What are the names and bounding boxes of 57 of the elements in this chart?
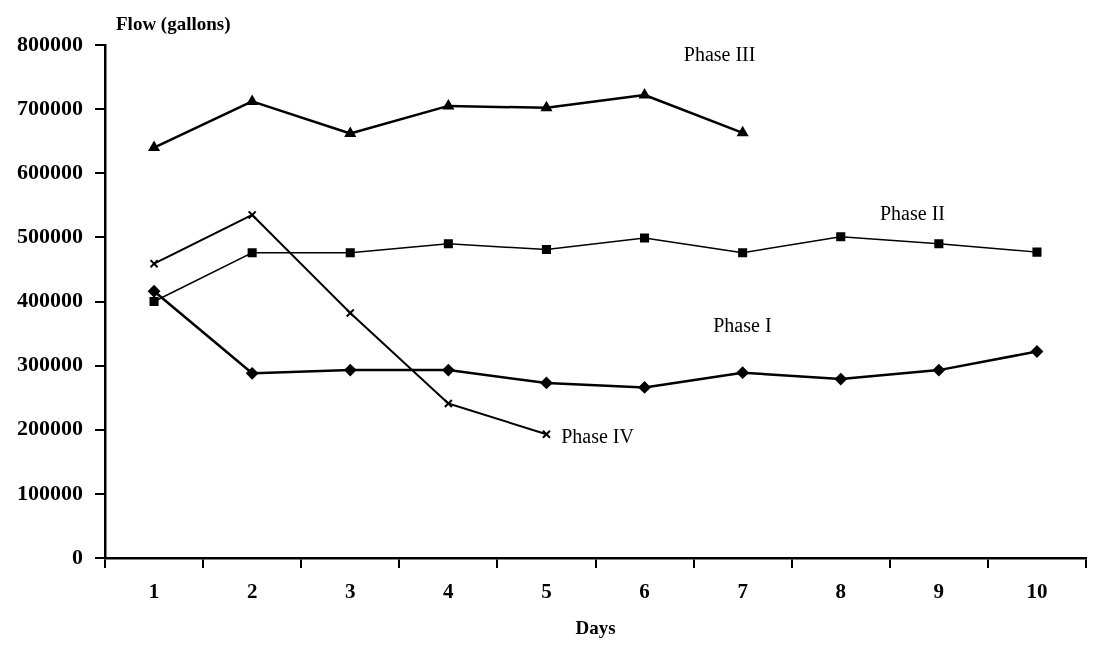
point [639, 89, 650, 99]
point [148, 141, 160, 152]
point [246, 367, 259, 380]
x-tick-label: 5 [541, 579, 552, 604]
point [247, 210, 257, 220]
point [149, 259, 159, 269]
point [737, 126, 748, 137]
series-label: Phase II [879, 201, 945, 224]
series-label: Phase I [713, 314, 772, 337]
point [148, 285, 161, 298]
x-tick-label: 1 [148, 579, 160, 604]
point [246, 95, 258, 105]
point [1030, 345, 1043, 358]
x-tick-label: 6 [639, 579, 650, 604]
point [443, 99, 454, 110]
x-tick-label: 4 [443, 579, 455, 604]
point [443, 239, 453, 249]
y-tick-label: 500000 [17, 223, 83, 249]
y-tick-label: 600000 [17, 158, 83, 184]
point [738, 248, 748, 258]
point [344, 364, 357, 377]
y-tick-label: 100000 [17, 479, 83, 505]
y-axis-title: Flow (gallons) [116, 13, 231, 35]
y-tick-label: 300000 [17, 351, 83, 377]
point [836, 232, 846, 242]
x-tick-label: 8 [835, 579, 846, 604]
point [149, 296, 159, 307]
y-tick-label: 200000 [17, 415, 83, 441]
text: Phase III [683, 42, 756, 65]
y-tick-label: 400000 [17, 287, 83, 313]
point [345, 308, 355, 318]
point [541, 429, 551, 439]
point [1032, 247, 1042, 257]
x-tick-label: 9 [933, 579, 945, 604]
point [541, 245, 551, 255]
x-axis-title: Days [575, 616, 616, 638]
x-tick-label: 3 [345, 579, 356, 604]
point [640, 233, 650, 243]
point [344, 127, 356, 137]
point [932, 364, 945, 377]
point [442, 364, 455, 377]
point [540, 376, 553, 389]
point [541, 101, 552, 112]
series-label: Phase IV [561, 424, 635, 447]
point [638, 381, 651, 394]
point [834, 373, 847, 386]
x-tick-label: 7 [737, 579, 748, 604]
x-tick-label: 2 [246, 579, 258, 604]
x-tick-label: 10 [1026, 579, 1048, 604]
point [247, 248, 257, 258]
y-tick-label: 800000 [17, 30, 83, 56]
y-tick-label: 0 [72, 543, 83, 569]
point [443, 398, 453, 408]
point [736, 366, 749, 379]
point [345, 248, 355, 258]
y-tick-label: 700000 [17, 94, 83, 120]
point [934, 239, 944, 249]
